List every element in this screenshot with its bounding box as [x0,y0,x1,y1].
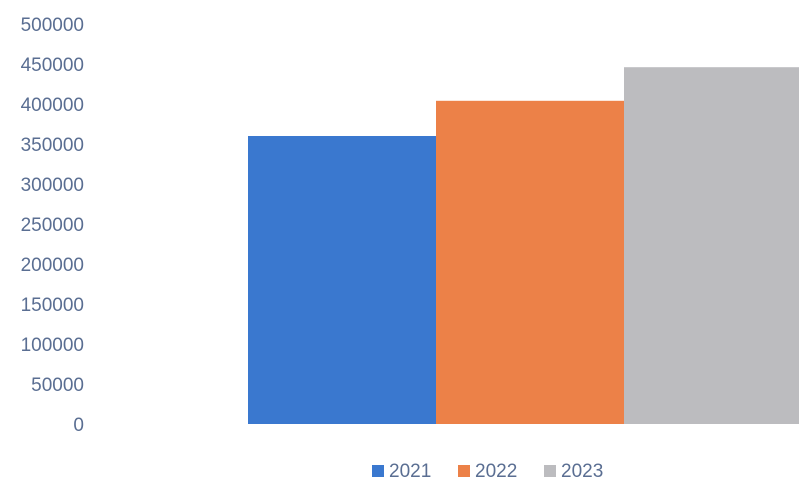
legend-item-2021: 2021 [372,461,431,482]
y-tick-label: 300000 [21,175,84,196]
bar-group [248,67,799,425]
y-tick-label: 400000 [21,95,84,116]
legend: 2021 2022 2023 [372,461,603,482]
legend-swatch [544,465,556,477]
y-tick-label: 450000 [21,55,84,76]
bar-2022 [436,100,624,425]
legend-swatch [372,465,384,477]
legend-label: 2022 [475,461,517,482]
y-tick-label: 50000 [31,375,84,396]
bar-2021 [248,136,436,424]
legend-label: 2021 [389,461,431,482]
y-tick-label: 100000 [21,335,84,356]
legend-label: 2023 [561,461,603,482]
legend-item-2022: 2022 [458,461,517,482]
y-tick-label: 500000 [21,15,84,36]
bar-2023 [624,67,799,424]
y-axis: 0 50000 100000 150000 200000 250000 300000 3500… [21,15,84,436]
y-tick-label: 150000 [21,295,84,316]
legend-item-2023: 2023 [544,461,603,482]
legend-swatch [458,465,470,477]
y-tick-label: 250000 [21,215,84,236]
y-tick-label: 350000 [21,135,84,156]
y-tick-label: 200000 [21,255,84,276]
y-tick-label: 0 [73,415,84,436]
